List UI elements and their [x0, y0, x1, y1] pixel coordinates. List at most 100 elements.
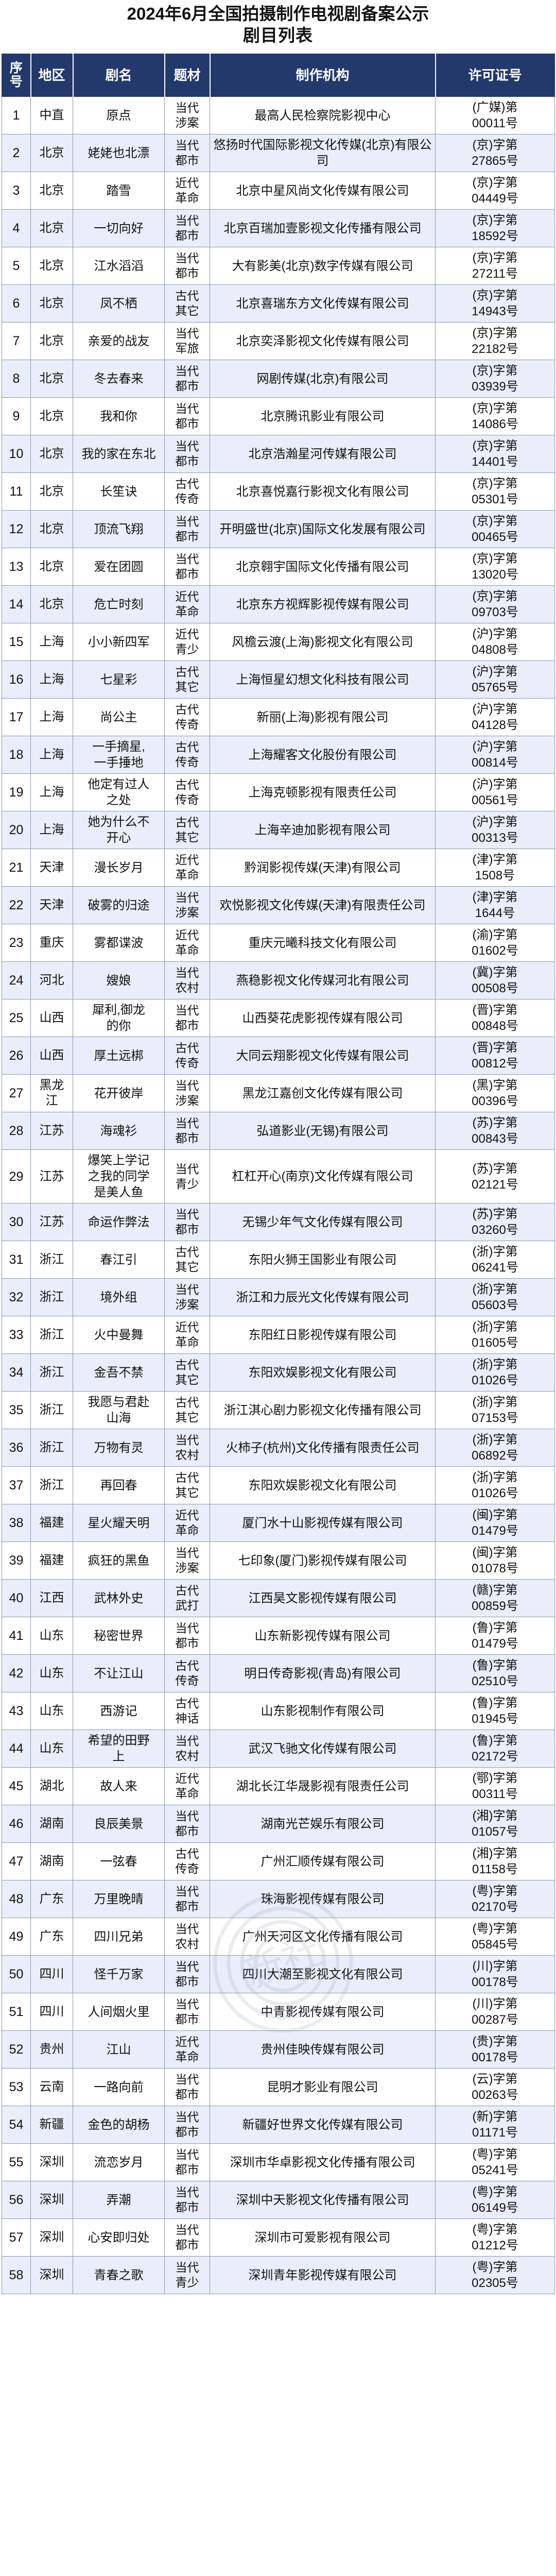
- cell-lic: (粤)字第 01212号: [435, 2218, 555, 2257]
- cell-name: 故人来: [73, 1767, 165, 1805]
- table-row: 52 贵州 江山 近代 革命 贵州佳映传媒有限公司 (贵)字第 00178号: [2, 2030, 555, 2069]
- cell-org: 山东影视制作有限公司: [210, 1692, 436, 1730]
- cell-seq: 17: [2, 698, 31, 736]
- cell-genre: 近代 革命: [164, 172, 210, 210]
- table-row: 55 深圳 流恋岁月 当代 都市 深圳市华卓影视文化传播有限公司 (粤)字第 05241号: [2, 2143, 555, 2181]
- cell-name: 我愿与君赴 山海: [73, 1391, 165, 1429]
- cell-name: 金吾不禁: [73, 1353, 165, 1392]
- cell-org: 贵州佳映传媒有限公司: [210, 2030, 436, 2069]
- cell-org: 北京浩瀚星河传媒有限公司: [210, 435, 436, 473]
- cell-org: 浙江和力辰光文化传媒有限公司: [210, 1278, 436, 1316]
- cell-seq: 29: [2, 1149, 31, 1204]
- cell-genre: 近代 革命: [164, 924, 210, 962]
- cell-seq: 25: [2, 999, 31, 1037]
- cell-org: 黑龙江嘉创文化传媒有限公司: [210, 1074, 436, 1112]
- cell-name: 西游记: [73, 1692, 165, 1730]
- cell-name: 希望的田野上: [73, 1730, 165, 1768]
- table-row: 31 浙江 春江引 古代 其它 东阳火狮王国影业有限公司 (浙)字第 06241号: [2, 1241, 555, 1279]
- cell-lic: (沪)字第 05765号: [435, 660, 555, 699]
- cell-org: 风檐云渡(上海)影视文化有限公司: [210, 623, 436, 661]
- cell-name: 嫂娘: [73, 961, 165, 999]
- cell-seq: 21: [2, 849, 31, 887]
- cell-lic: (粤)字第 05845号: [435, 1918, 555, 1956]
- cell-lic: (沪)字第 00814号: [435, 736, 555, 774]
- cell-genre: 当代 都市: [164, 510, 210, 548]
- table-row: 49 广东 四川兄弟 当代 农村 广州天河区文化传播有限公司 (粤)字第 05845号: [2, 1918, 555, 1956]
- cell-lic: (川)字第 00287号: [435, 1993, 555, 2031]
- cell-genre: 当代 都市: [164, 2106, 210, 2144]
- column-header-lic: 许可证号: [435, 54, 555, 97]
- cell-seq: 41: [2, 1617, 31, 1655]
- cell-lic: (沪)字第 04808号: [435, 623, 555, 661]
- cell-org: 北京百瑞加壹影视文化传播有限公司: [210, 209, 436, 247]
- cell-lic: (京)字第 27211号: [435, 247, 555, 285]
- cell-genre: 当代 农村: [164, 1918, 210, 1956]
- cell-area: 山东: [30, 1692, 73, 1730]
- cell-org: 东阳欢娱影视文化有限公司: [210, 1353, 436, 1392]
- cell-area: 上海: [30, 623, 73, 661]
- cell-org: 弘道影业(无锡)有限公司: [210, 1112, 436, 1150]
- cell-seq: 9: [2, 397, 31, 435]
- cell-name: 亲爱的战友: [73, 322, 165, 360]
- cell-org: 厦门水十山影视传媒有限公司: [210, 1504, 436, 1542]
- cell-area: 深圳: [30, 2181, 73, 2219]
- table-row: 18 上海 一手摘星, 一手捶地 古代 传奇 上海耀客文化股份有限公司 (沪)字第 00814号: [2, 736, 555, 774]
- cell-lic: (浙)字第 06892号: [435, 1429, 555, 1467]
- cell-lic: (闽)字第 01078号: [435, 1541, 555, 1580]
- cell-genre: 古代 其它: [164, 1241, 210, 1279]
- cell-seq: 57: [2, 2218, 31, 2257]
- cell-name: 厚土远梆: [73, 1037, 165, 1075]
- cell-seq: 52: [2, 2030, 31, 2069]
- cell-genre: 近代 革命: [164, 2030, 210, 2069]
- cell-org: 北京喜悦嘉行影视文化有限公司: [210, 472, 436, 511]
- cell-lic: (沪)字第 04128号: [435, 698, 555, 736]
- cell-name: 爱在团圆: [73, 548, 165, 586]
- cell-genre: 当代 都市: [164, 397, 210, 435]
- cell-genre: 当代 都市: [164, 1617, 210, 1655]
- cell-genre: 当代 农村: [164, 1730, 210, 1768]
- cell-name: 万物有灵: [73, 1429, 165, 1467]
- cell-area: 北京: [30, 322, 73, 360]
- column-header-name: 剧名: [73, 54, 165, 97]
- cell-name: 爆笑上学记 之我的同学 是美人鱼: [73, 1149, 165, 1204]
- cell-seq: 7: [2, 322, 31, 360]
- cell-seq: 16: [2, 660, 31, 699]
- cell-seq: 54: [2, 2106, 31, 2144]
- cell-area: 北京: [30, 397, 73, 435]
- cell-genre: 当代 都市: [164, 209, 210, 247]
- table-row: 4 北京 一切向好 当代 都市 北京百瑞加壹影视文化传播有限公司 (京)字第 18592号: [2, 209, 555, 247]
- cell-seq: 8: [2, 360, 31, 398]
- page-container: 2024年6月全国拍摄制作电视剧备案公示 剧目列表 序号 地区 剧名 题材 制作…: [2, 4, 555, 2294]
- cell-lic: (黑)字第 00396号: [435, 1074, 555, 1112]
- table-row: 2 北京 姥姥也北漂 当代 都市 悠扬时代国际影视文化传媒(北京)有限公司 (京)字第 278…: [2, 134, 555, 172]
- drama-registration-table: 序号 地区 剧名 题材 制作机构 许可证号 1 中直 原点 当代 涉案 最高人民检察院影视…: [2, 54, 555, 2294]
- cell-org: 新疆好世界文化传媒有限公司: [210, 2106, 436, 2144]
- cell-seq: 12: [2, 510, 31, 548]
- table-row: 8 北京 冬去春来 当代 都市 网剧传媒(北京)有限公司 (京)字第 03939号: [2, 360, 555, 398]
- cell-area: 山西: [30, 1037, 73, 1075]
- cell-lic: (湘)字第 01158号: [435, 1842, 555, 1880]
- cell-name: 一路向前: [73, 2068, 165, 2106]
- cell-org: 深圳中天影视文化传播有限公司: [210, 2181, 436, 2219]
- cell-area: 新疆: [30, 2106, 73, 2144]
- cell-area: 上海: [30, 660, 73, 699]
- cell-org: 大有影美(北京)数字传媒有限公司: [210, 247, 436, 285]
- cell-lic: (京)字第 00465号: [435, 510, 555, 548]
- cell-seq: 53: [2, 2068, 31, 2106]
- cell-seq: 37: [2, 1466, 31, 1504]
- cell-name: 花开彼岸: [73, 1074, 165, 1112]
- cell-genre: 古代 武打: [164, 1579, 210, 1617]
- cell-genre: 古代 传奇: [164, 1654, 210, 1692]
- cell-seq: 5: [2, 247, 31, 285]
- cell-area: 天津: [30, 886, 73, 924]
- cell-org: 上海克顿影视有限责任公司: [210, 773, 436, 811]
- cell-genre: 当代 都市: [164, 2068, 210, 2106]
- cell-lic: (浙)字第 01026号: [435, 1353, 555, 1392]
- cell-genre: 古代 传奇: [164, 1842, 210, 1880]
- cell-seq: 43: [2, 1692, 31, 1730]
- table-header-row: 序号 地区 剧名 题材 制作机构 许可证号: [2, 54, 555, 97]
- cell-lic: (京)字第 05301号: [435, 472, 555, 511]
- cell-area: 北京: [30, 134, 73, 172]
- cell-org: 明日传奇影视(青岛)有限公司: [210, 1654, 436, 1692]
- cell-area: 福建: [30, 1504, 73, 1542]
